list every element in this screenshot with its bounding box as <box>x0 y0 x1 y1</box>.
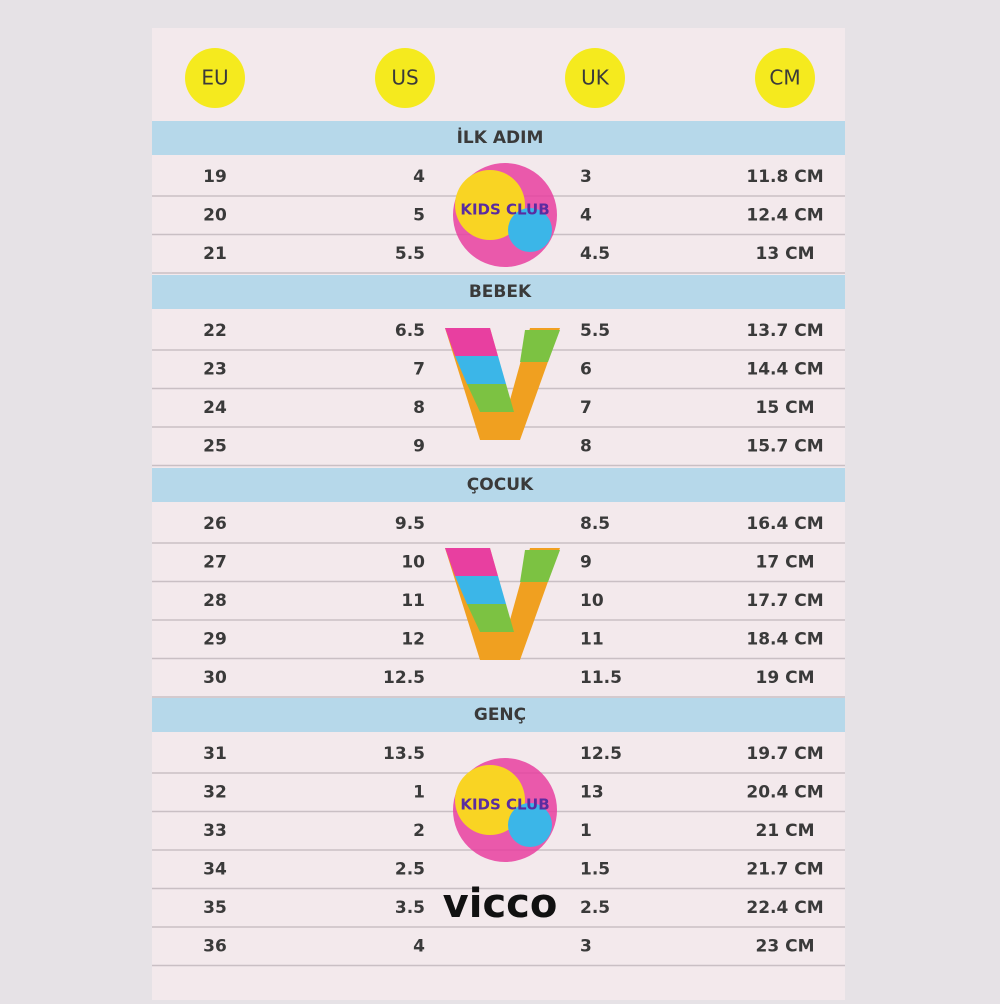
cell: 4 <box>413 937 425 957</box>
column-header: EU <box>201 66 228 90</box>
cell: 4 <box>413 167 425 187</box>
cell: 6.5 <box>395 321 425 341</box>
cell: 3 <box>580 937 592 957</box>
column-header: US <box>391 66 418 90</box>
cell: 35 <box>203 898 227 918</box>
cell: 15.7 CM <box>746 437 823 457</box>
cell: 15 CM <box>756 398 815 418</box>
cell: 19 <box>203 167 227 187</box>
cell: 2.5 <box>395 860 425 880</box>
cell: 5 <box>413 206 425 226</box>
section-title: ÇOCUK <box>467 475 534 495</box>
cell: 8 <box>580 437 592 457</box>
cell: 4 <box>580 206 592 226</box>
column-header: CM <box>769 66 800 90</box>
cell: 22.4 CM <box>746 898 823 918</box>
cell: 7 <box>413 360 425 380</box>
cell: 13.7 CM <box>746 321 823 341</box>
logo-text: KIDS CLUB <box>460 201 549 219</box>
cell: 10 <box>401 553 425 573</box>
header-circle <box>375 48 435 108</box>
v-logo-2 <box>445 548 560 660</box>
cell: 9 <box>413 437 425 457</box>
column-header: UK <box>581 66 610 90</box>
header-circle <box>185 48 245 108</box>
cell: 3 <box>580 167 592 187</box>
cell: 2 <box>413 821 425 841</box>
header-circle <box>755 48 815 108</box>
cell: 27 <box>203 553 227 573</box>
cell: 20 <box>203 206 227 226</box>
section-title: İLK ADIM <box>457 126 544 148</box>
cell: 34 <box>203 860 227 880</box>
logo-text: KIDS CLUB <box>460 796 549 814</box>
section-band <box>152 468 845 502</box>
cell: 13 <box>580 783 604 803</box>
cell: 8 <box>413 398 425 418</box>
cell: 36 <box>203 937 227 957</box>
cell: 33 <box>203 821 227 841</box>
cell: 31 <box>203 744 227 764</box>
header-circle <box>565 48 625 108</box>
cell: 12.5 <box>383 668 425 688</box>
cell: 13 CM <box>756 244 815 264</box>
section-band <box>152 275 845 309</box>
cell: 21 CM <box>756 821 815 841</box>
cell: 30 <box>203 668 227 688</box>
section-title: GENÇ <box>474 705 526 725</box>
cell: 5.5 <box>580 321 610 341</box>
v-logo-1 <box>445 328 560 440</box>
cell: 8.5 <box>580 514 610 534</box>
cell: 21.7 CM <box>746 860 823 880</box>
cell: 17.7 CM <box>746 591 823 611</box>
cell: 9.5 <box>395 514 425 534</box>
section-band <box>152 698 845 732</box>
cell: 12.4 CM <box>746 206 823 226</box>
cell: 3.5 <box>395 898 425 918</box>
kids-logo-2: KIDS CLUB <box>453 758 557 862</box>
panel-top <box>152 0 845 28</box>
cell: 26 <box>203 514 227 534</box>
cell: 1 <box>413 783 425 803</box>
cell: 11 <box>580 630 604 650</box>
cell: 23 CM <box>756 937 815 957</box>
brand-logo: vicco <box>443 881 558 927</box>
cell: 7 <box>580 398 592 418</box>
cell: 16.4 CM <box>746 514 823 534</box>
cell: 21 <box>203 244 227 264</box>
cell: 2.5 <box>580 898 610 918</box>
cell: 23 <box>203 360 227 380</box>
cell: 19.7 CM <box>746 744 823 764</box>
cell: 12.5 <box>580 744 622 764</box>
cell: 5.5 <box>395 244 425 264</box>
cell: 10 <box>580 591 604 611</box>
cell: 12 <box>401 630 425 650</box>
cell: 6 <box>580 360 592 380</box>
cell: 13.5 <box>383 744 425 764</box>
cell: 9 <box>580 553 592 573</box>
cell: 20.4 CM <box>746 783 823 803</box>
cell: 11.8 CM <box>746 167 823 187</box>
cell: 29 <box>203 630 227 650</box>
cell: 18.4 CM <box>746 630 823 650</box>
section-band <box>152 121 845 155</box>
cell: 24 <box>203 398 227 418</box>
cell: 28 <box>203 591 227 611</box>
cell: 22 <box>203 321 227 341</box>
cell: 1 <box>580 821 592 841</box>
cell: 11 <box>401 591 425 611</box>
cell: 14.4 CM <box>746 360 823 380</box>
cell: 1.5 <box>580 860 610 880</box>
kids-logo-1: KIDS CLUB <box>453 163 557 267</box>
cell: 25 <box>203 437 227 457</box>
cell: 11.5 <box>580 668 622 688</box>
cell: 17 CM <box>756 553 815 573</box>
cell: 19 CM <box>756 668 815 688</box>
cell: 4.5 <box>580 244 610 264</box>
section-title: BEBEK <box>469 282 532 302</box>
cell: 32 <box>203 783 227 803</box>
